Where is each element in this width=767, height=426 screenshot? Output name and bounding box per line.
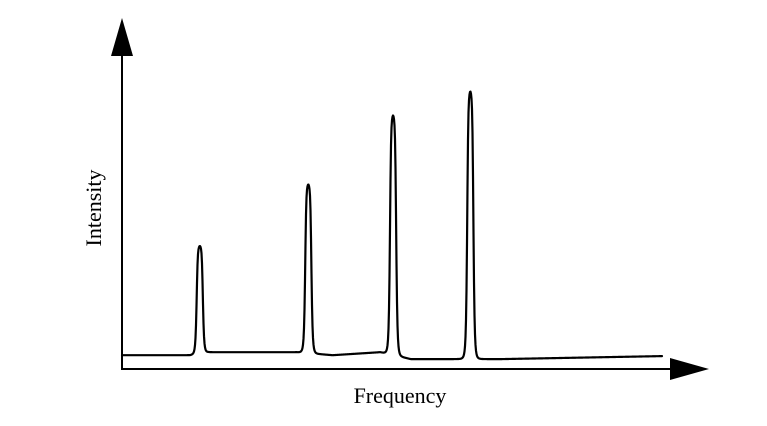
x-axis-label: Frequency: [354, 383, 447, 408]
y-axis-label: Intensity: [81, 170, 106, 247]
y-axis-arrowhead: [111, 18, 133, 56]
series-layer: [120, 90, 664, 361]
axes: [111, 18, 709, 380]
spectrum-line: [120, 90, 664, 361]
x-axis-arrowhead: [670, 358, 709, 380]
